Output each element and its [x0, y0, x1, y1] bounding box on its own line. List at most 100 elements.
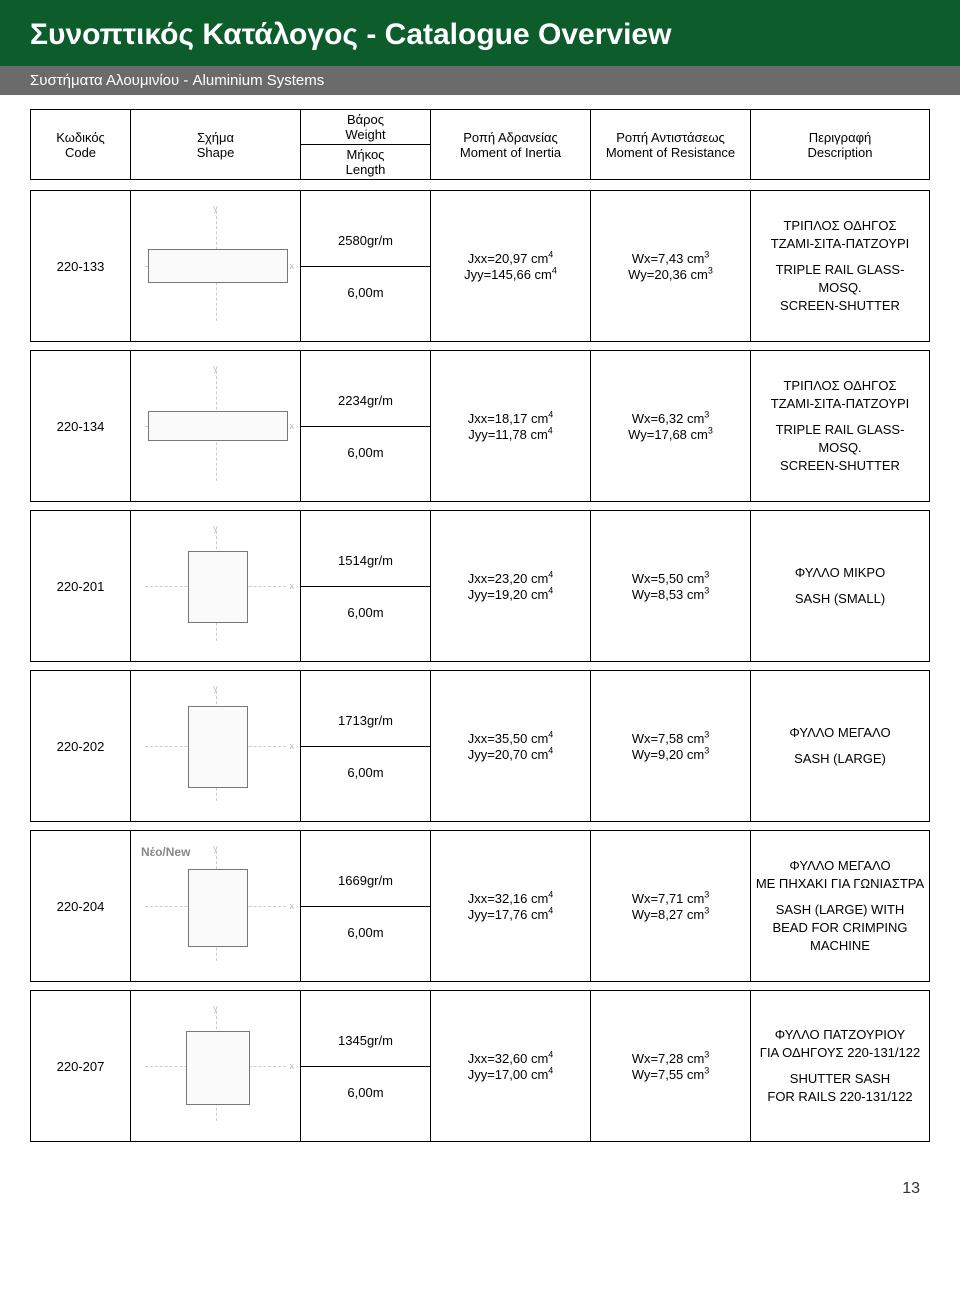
cell-description: ΦΥΛΛΟ ΜΕΓΑΛΟSASH (LARGE) [751, 671, 930, 822]
profile-shape-icon [148, 249, 288, 283]
length-value: 6,00m [301, 747, 430, 798]
wx-value: Wx=7,71 cm3 [632, 891, 710, 906]
length-value: 6,00m [301, 587, 430, 638]
jyy-value: Jyy=17,76 cm4 [468, 907, 554, 922]
wy-value: Wy=17,68 cm3 [628, 427, 713, 442]
profile-shape-icon [188, 551, 248, 623]
cell-description: ΦΥΛΛΟ ΠΑΤΖΟΥΡΙΟΥΓΙΑ ΟΔΗΓΟΥΣ 220-131/122 S… [751, 991, 930, 1142]
desc-gr-line: ΦΥΛΛΟ ΜΕΓΑΛΟ [755, 724, 925, 742]
desc-en-line: SASH (SMALL) [755, 590, 925, 608]
desc-en-line: SASH (LARGE) WITH [755, 901, 925, 919]
table-row: 220-204yxNέο/New1669gr/m6,00mJxx=32,16 c… [30, 830, 930, 982]
cell-shape: yx [131, 991, 301, 1142]
cell-description: ΤΡΙΠΛΟΣ ΟΔΗΓΟΣΤΖΑΜΙ-ΣΙΤΑ-ΠΑΤΖΟΥΡΙ TRIPLE … [751, 191, 930, 342]
axis-x-label: x [290, 1061, 295, 1071]
desc-gr-line: ΤΡΙΠΛΟΣ ΟΔΗΓΟΣ [755, 377, 925, 395]
cell-code: 220-133 [31, 191, 131, 342]
cell-weight-length: 1514gr/m6,00m [301, 511, 431, 662]
table-row: 220-133yx2580gr/m6,00mJxx=20,97 cm4Jyy=1… [30, 190, 930, 342]
desc-gr-line: ΜΕ ΠΗΧΑΚΙ ΓΙΑ ΓΩΝΙΑΣΤΡΑ [755, 875, 925, 893]
wx-value: Wx=7,43 cm3 [632, 251, 710, 266]
jyy-value: Jyy=17,00 cm4 [468, 1067, 554, 1082]
cell-moi: Jxx=18,17 cm4Jyy=11,78 cm4 [431, 351, 591, 502]
table-row: 220-207yx1345gr/m6,00mJxx=32,60 cm4Jyy=1… [30, 990, 930, 1142]
cell-shape: yxNέο/New [131, 831, 301, 982]
length-value: 6,00m [301, 1067, 430, 1118]
hdr-desc: ΠεριγραφήDescription [751, 110, 930, 180]
column-header-table: ΚωδικόςCode ΣχήμαShape ΒάροςWeight Μήκος… [30, 109, 930, 180]
desc-en-line: TRIPLE RAIL GLASS-MOSQ. [755, 261, 925, 297]
cell-weight-length: 2234gr/m6,00m [301, 351, 431, 502]
page-number: 13 [0, 1170, 960, 1208]
jxx-value: Jxx=32,60 cm4 [468, 1051, 554, 1066]
axis-x-label: x [290, 901, 295, 911]
cell-code: 220-202 [31, 671, 131, 822]
cell-moi: Jxx=23,20 cm4Jyy=19,20 cm4 [431, 511, 591, 662]
cell-code: 220-134 [31, 351, 131, 502]
cell-code: 220-201 [31, 511, 131, 662]
page-subtitle: Συστήματα Αλουμινίου - Aluminium Systems [0, 66, 960, 95]
cell-description: ΤΡΙΠΛΟΣ ΟΔΗΓΟΣΤΖΑΜΙ-ΣΙΤΑ-ΠΑΤΖΟΥΡΙTRIPLE … [751, 351, 930, 502]
cell-moi: Jxx=20,97 cm4Jyy=145,66 cm4 [431, 191, 591, 342]
desc-en-line: SHUTTER SASH [755, 1070, 925, 1088]
cell-moi: Jxx=32,16 cm4Jyy=17,76 cm4 [431, 831, 591, 982]
cell-code: 220-207 [31, 991, 131, 1142]
hdr-code: ΚωδικόςCode [31, 110, 131, 180]
page-title: Συνοπτικός Κατάλογος - Catalogue Overvie… [0, 0, 960, 66]
weight-value: 1514gr/m [301, 535, 430, 587]
cell-code: 220-204 [31, 831, 131, 982]
wy-value: Wy=8,27 cm3 [632, 907, 710, 922]
jxx-value: Jxx=18,17 cm4 [468, 411, 554, 426]
cell-shape: yx [131, 191, 301, 342]
weight-value: 1669gr/m [301, 855, 430, 907]
hdr-moi: Ροπή ΑδρανείαςMoment of Inertia [431, 110, 591, 180]
rows-container: 220-133yx2580gr/m6,00mJxx=20,97 cm4Jyy=1… [30, 190, 930, 1142]
desc-gr-line: ΤΖΑΜΙ-ΣΙΤΑ-ΠΑΤΖΟΥΡΙ [755, 235, 925, 253]
cell-shape: yx [131, 351, 301, 502]
axis-x-label: x [290, 741, 295, 751]
jxx-value: Jxx=35,50 cm4 [468, 731, 554, 746]
axis-x-label: x [290, 261, 295, 271]
wy-value: Wy=7,55 cm3 [632, 1067, 710, 1082]
profile-shape-icon [186, 1031, 250, 1105]
cell-mor: Wx=7,58 cm3Wy=9,20 cm3 [591, 671, 751, 822]
wx-value: Wx=6,32 cm3 [632, 411, 710, 426]
cell-weight-length: 1345gr/m6,00m [301, 991, 431, 1142]
content-area: ΚωδικόςCode ΣχήμαShape ΒάροςWeight Μήκος… [0, 95, 960, 1170]
desc-gr-line: ΤΡΙΠΛΟΣ ΟΔΗΓΟΣ [755, 217, 925, 235]
desc-en-line: SCREEN-SHUTTER [755, 297, 925, 315]
length-value: 6,00m [301, 907, 430, 958]
cell-weight-length: 1713gr/m6,00m [301, 671, 431, 822]
desc-gr-line: ΦΥΛΛΟ ΜΕΓΑΛΟ [755, 857, 925, 875]
table-row: 220-202yx1713gr/m6,00mJxx=35,50 cm4Jyy=2… [30, 670, 930, 822]
jxx-value: Jxx=20,97 cm4 [468, 251, 554, 266]
cell-weight-length: 1669gr/m6,00m [301, 831, 431, 982]
desc-gr-line: ΓΙΑ ΟΔΗΓΟΥΣ 220-131/122 [755, 1044, 925, 1062]
desc-en-line: BEAD FOR CRIMPING MACHINE [755, 919, 925, 955]
cell-shape: yx [131, 671, 301, 822]
profile-shape-icon [148, 411, 288, 441]
weight-value: 1713gr/m [301, 695, 430, 747]
jyy-value: Jyy=11,78 cm4 [468, 427, 553, 442]
cell-mor: Wx=6,32 cm3Wy=17,68 cm3 [591, 351, 751, 502]
length-value: 6,00m [301, 267, 430, 318]
axis-x-label: x [290, 421, 295, 431]
cell-mor: Wx=5,50 cm3Wy=8,53 cm3 [591, 511, 751, 662]
wy-value: Wy=9,20 cm3 [632, 747, 710, 762]
wx-value: Wx=7,28 cm3 [632, 1051, 710, 1066]
desc-gr-line: ΦΥΛΛΟ ΜΙΚΡΟ [755, 564, 925, 582]
wx-value: Wx=5,50 cm3 [632, 571, 710, 586]
jyy-value: Jyy=19,20 cm4 [468, 587, 554, 602]
cell-moi: Jxx=32,60 cm4Jyy=17,00 cm4 [431, 991, 591, 1142]
length-value: 6,00m [301, 427, 430, 478]
desc-en-line: SCREEN-SHUTTER [755, 457, 925, 475]
desc-gr-line: ΦΥΛΛΟ ΠΑΤΖΟΥΡΙΟΥ [755, 1026, 925, 1044]
jxx-value: Jxx=23,20 cm4 [468, 571, 554, 586]
new-badge: Nέο/New [141, 845, 190, 859]
profile-shape-icon [188, 869, 248, 947]
wy-value: Wy=20,36 cm3 [628, 267, 713, 282]
wx-value: Wx=7,58 cm3 [632, 731, 710, 746]
desc-en-line: FOR RAILS 220-131/122 [755, 1088, 925, 1106]
jyy-value: Jyy=145,66 cm4 [464, 267, 557, 282]
hdr-mor: Ροπή ΑντιστάσεωςMoment of Resistance [591, 110, 751, 180]
